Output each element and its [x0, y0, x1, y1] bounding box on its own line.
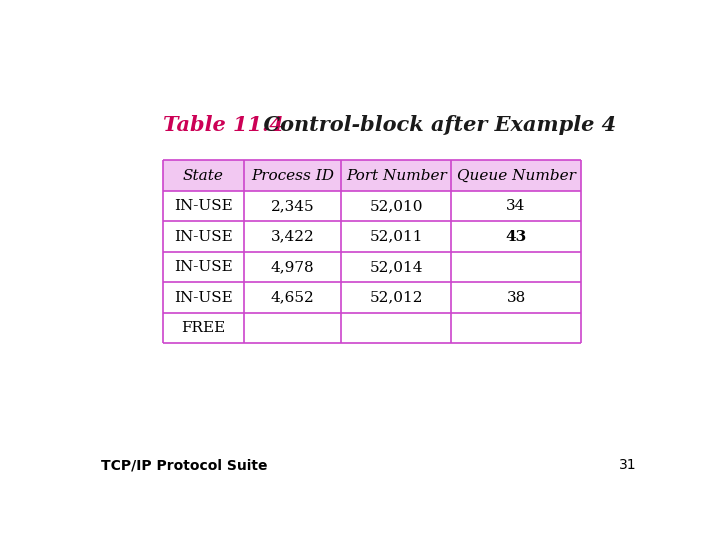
Text: 2,345: 2,345: [271, 199, 315, 213]
Text: TCP/IP Protocol Suite: TCP/IP Protocol Suite: [101, 458, 268, 472]
Text: 3,422: 3,422: [271, 230, 315, 244]
Text: IN-USE: IN-USE: [174, 291, 233, 305]
Text: 52,012: 52,012: [369, 291, 423, 305]
Text: 52,010: 52,010: [369, 199, 423, 213]
Text: State: State: [183, 168, 224, 183]
Text: Process ID: Process ID: [251, 168, 334, 183]
Text: Port Number: Port Number: [346, 168, 446, 183]
Text: 38: 38: [506, 291, 526, 305]
Text: 43: 43: [505, 230, 526, 244]
Text: 31: 31: [619, 458, 637, 472]
Text: FREE: FREE: [181, 321, 225, 335]
Text: 34: 34: [506, 199, 526, 213]
Text: 52,011: 52,011: [369, 230, 423, 244]
Text: Table 11.4: Table 11.4: [163, 116, 283, 136]
Text: 4,652: 4,652: [271, 291, 315, 305]
Text: IN-USE: IN-USE: [174, 260, 233, 274]
Text: Queue Number: Queue Number: [456, 168, 575, 183]
Text: IN-USE: IN-USE: [174, 199, 233, 213]
Text: 52,014: 52,014: [369, 260, 423, 274]
Text: IN-USE: IN-USE: [174, 230, 233, 244]
Text: 4,978: 4,978: [271, 260, 315, 274]
Bar: [163, 160, 581, 191]
Text: Control-block after Example 4: Control-block after Example 4: [249, 116, 616, 136]
